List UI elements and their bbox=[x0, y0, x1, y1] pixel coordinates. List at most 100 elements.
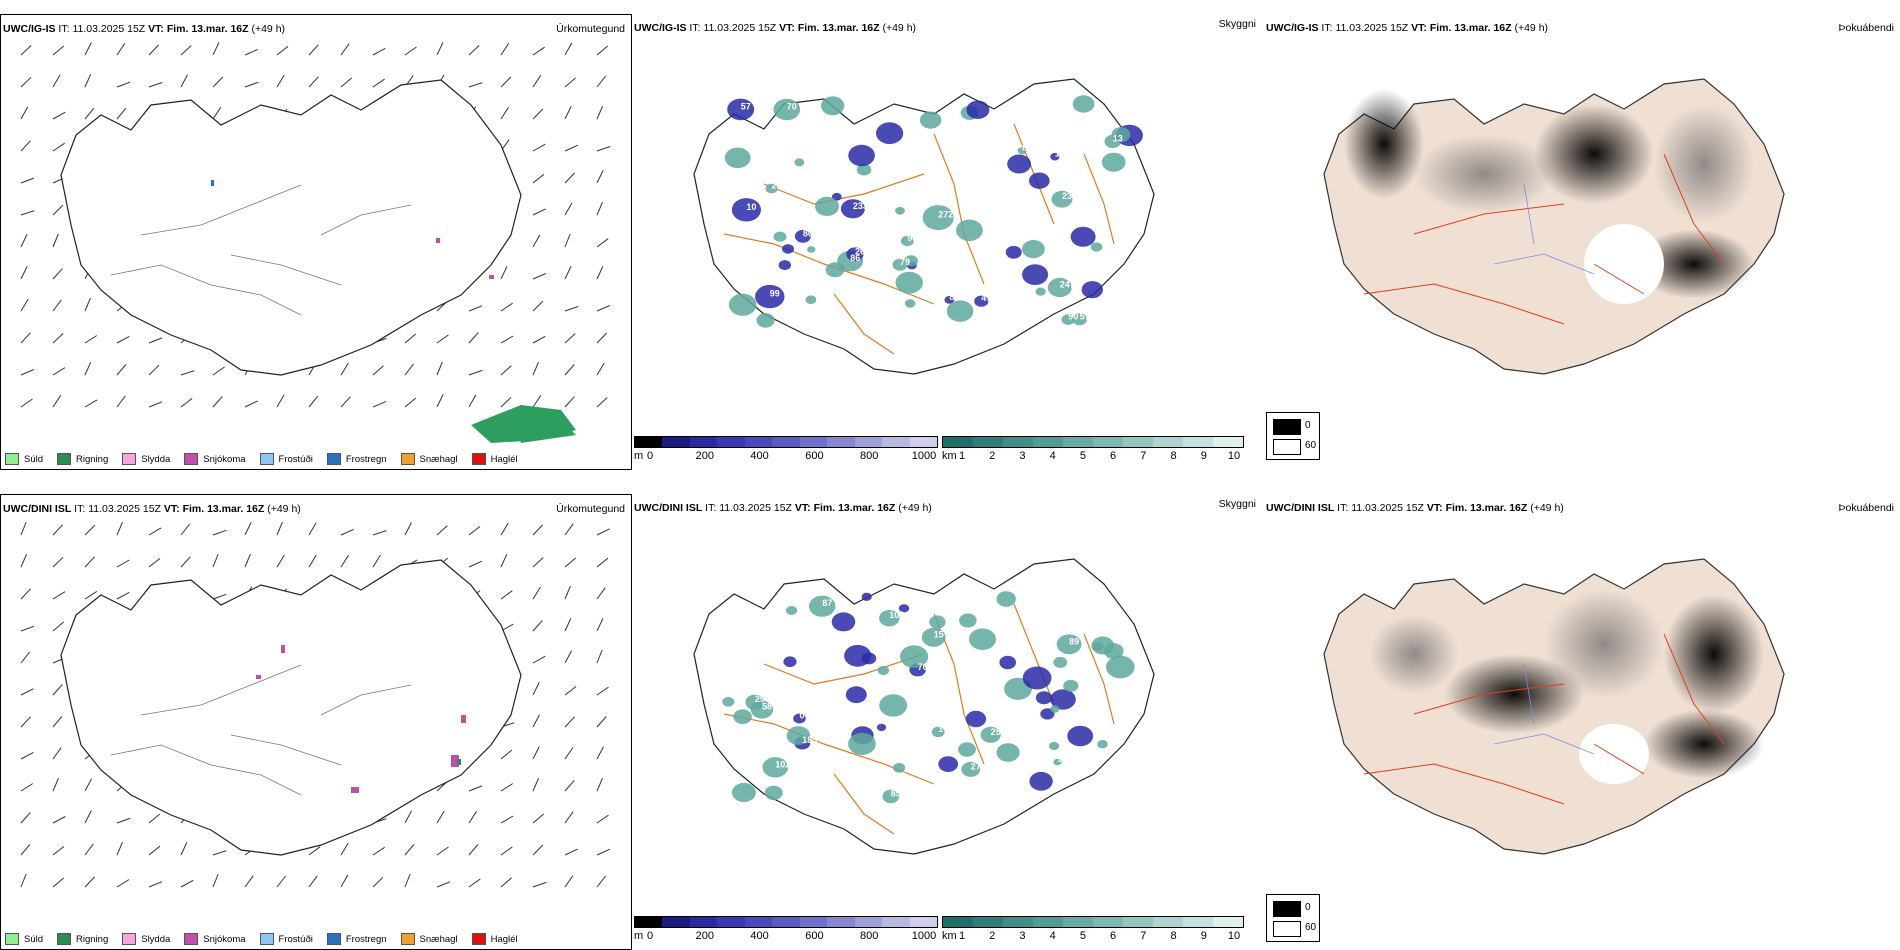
legend-item: Slydda bbox=[122, 453, 170, 465]
fog-legend: 0 60 bbox=[1266, 412, 1320, 460]
lead-time: (+49 h) bbox=[267, 503, 301, 515]
wind-barb bbox=[20, 873, 27, 888]
wind-barb bbox=[372, 365, 384, 376]
low-visibility-area bbox=[931, 726, 945, 738]
wind-barb bbox=[532, 813, 545, 824]
colorbar-tick: 3 bbox=[1019, 930, 1026, 942]
legend-label: Frostregn bbox=[345, 933, 387, 945]
precip-legend: Súld Rigning Slydda Snjókoma Frostúði Frostre… bbox=[5, 933, 518, 945]
wind-barb bbox=[244, 81, 259, 88]
wind-barb bbox=[276, 875, 286, 888]
wind-barb bbox=[84, 556, 95, 568]
visibility-value-label: 86 bbox=[850, 253, 860, 263]
wind-barb bbox=[20, 843, 31, 856]
low-visibility-area bbox=[809, 595, 836, 617]
panel-header: UWC/DINI ISL IT: 11.03.2025 15Z VT: Fim.… bbox=[634, 502, 932, 514]
wind-barb bbox=[532, 361, 539, 376]
vt-value: Fim. 13.mar. 16Z bbox=[166, 23, 249, 35]
wind-barb bbox=[340, 77, 353, 88]
legend-item: Haglél bbox=[471, 453, 518, 465]
visibility-value-label: 57 bbox=[741, 101, 751, 111]
wind-barb bbox=[468, 369, 483, 376]
wind-barb bbox=[276, 521, 283, 536]
legend-item: Rigning bbox=[57, 933, 108, 945]
colorbar-tick: 800 bbox=[860, 450, 879, 462]
legend-label: Snæhagl bbox=[419, 453, 458, 465]
wind-barb bbox=[468, 878, 481, 888]
low-ceiling-area bbox=[848, 144, 875, 167]
wind-barb bbox=[436, 361, 443, 376]
wind-barb bbox=[532, 881, 547, 888]
fog-panel: UWC/IG-IS IT: 11.03.2025 15Z VT: Fim. 13… bbox=[1264, 14, 1900, 470]
panel-header: UWC/IG-IS IT: 11.03.2025 15Z VT: Fim. 13… bbox=[634, 22, 916, 34]
wind-barb bbox=[596, 746, 604, 760]
colorbar-tick: 2 bbox=[989, 930, 996, 942]
vt-value: Fim. 13.mar. 16Z bbox=[797, 22, 880, 34]
wind-barb bbox=[148, 881, 163, 888]
colorbar-tick: 1000 bbox=[911, 450, 937, 462]
wind-barb bbox=[52, 268, 63, 280]
wind-barb bbox=[596, 397, 608, 408]
wind-barb bbox=[84, 335, 98, 344]
panel-title: Þokuábendi bbox=[1838, 22, 1894, 34]
fog-legend: 0 60 bbox=[1266, 894, 1320, 942]
wind-barb bbox=[468, 45, 480, 56]
wind-barb bbox=[532, 273, 547, 280]
wind-barb bbox=[52, 777, 59, 792]
wind-barb bbox=[404, 873, 411, 888]
low-visibility-area bbox=[961, 761, 981, 777]
wind-barb bbox=[212, 76, 224, 88]
wind-barb bbox=[532, 234, 541, 248]
ceiling-colorbar: m 0 200 400 600 800 1000 bbox=[634, 916, 944, 946]
low-ceiling-area bbox=[1007, 154, 1031, 174]
wind-barb bbox=[564, 875, 574, 888]
colorbar-step bbox=[1063, 917, 1093, 927]
low-visibility-area bbox=[764, 785, 783, 801]
fog-swatch-60 bbox=[1273, 439, 1301, 455]
colorbar-tick: 800 bbox=[860, 930, 879, 942]
colorbar-step bbox=[772, 917, 800, 927]
wind-barb bbox=[116, 107, 127, 120]
wind-barb bbox=[372, 846, 385, 856]
colorbar-step bbox=[799, 917, 828, 927]
wind-barb bbox=[532, 143, 546, 152]
wind-barb bbox=[20, 651, 30, 664]
colorbar-tick: 1 bbox=[958, 930, 966, 942]
wind-barb bbox=[52, 204, 64, 216]
colorbar-tick: 0 bbox=[646, 930, 654, 942]
wind-barb bbox=[596, 557, 609, 568]
vt-value: Fim. 13.mar. 16Z bbox=[182, 503, 265, 515]
wind-barb bbox=[340, 874, 349, 888]
legend-label: Slydda bbox=[141, 933, 171, 945]
wind-barb bbox=[276, 554, 285, 568]
wind-barb bbox=[564, 396, 575, 408]
low-visibility-area bbox=[877, 665, 890, 676]
wind-barb bbox=[564, 306, 579, 312]
it-value: 11.03.2025 15Z bbox=[703, 22, 777, 34]
colorbar-tick: 8 bbox=[1170, 450, 1177, 462]
colorbar-step bbox=[1093, 437, 1123, 447]
low-ceiling-area bbox=[1035, 691, 1053, 705]
wind-barb bbox=[20, 588, 31, 600]
low-ceiling-area bbox=[876, 122, 904, 145]
low-ceiling-area bbox=[1040, 708, 1055, 720]
vt-label: VT: bbox=[1426, 502, 1443, 514]
wind-barb bbox=[20, 521, 27, 536]
visibility-map: 98 70 57 79 86 23 57 23393 272 13 90 47 247 81 12 262 99… bbox=[693, 78, 1155, 375]
panel-header: UWC/IG-IS IT: 11.03.2025 15Z VT: Fim. 13… bbox=[3, 23, 285, 35]
low-visibility-area bbox=[1050, 705, 1060, 713]
wind-barb bbox=[116, 521, 123, 536]
wind-barb bbox=[20, 398, 33, 408]
colorbar-step bbox=[854, 437, 883, 447]
low-visibility-area bbox=[773, 98, 801, 121]
legend-label: Rigning bbox=[76, 933, 109, 945]
low-ceiling-area bbox=[861, 592, 872, 601]
visibility-value-label: 102 bbox=[889, 610, 904, 620]
colorbar-step bbox=[717, 917, 745, 927]
wind-barb bbox=[180, 45, 192, 56]
low-visibility-area bbox=[946, 300, 974, 322]
colorbar-step bbox=[1213, 917, 1243, 927]
wind-barb bbox=[596, 170, 604, 184]
visibility-value-label: 99 bbox=[770, 289, 780, 299]
model-name: UWC/DINI ISL bbox=[634, 502, 703, 514]
